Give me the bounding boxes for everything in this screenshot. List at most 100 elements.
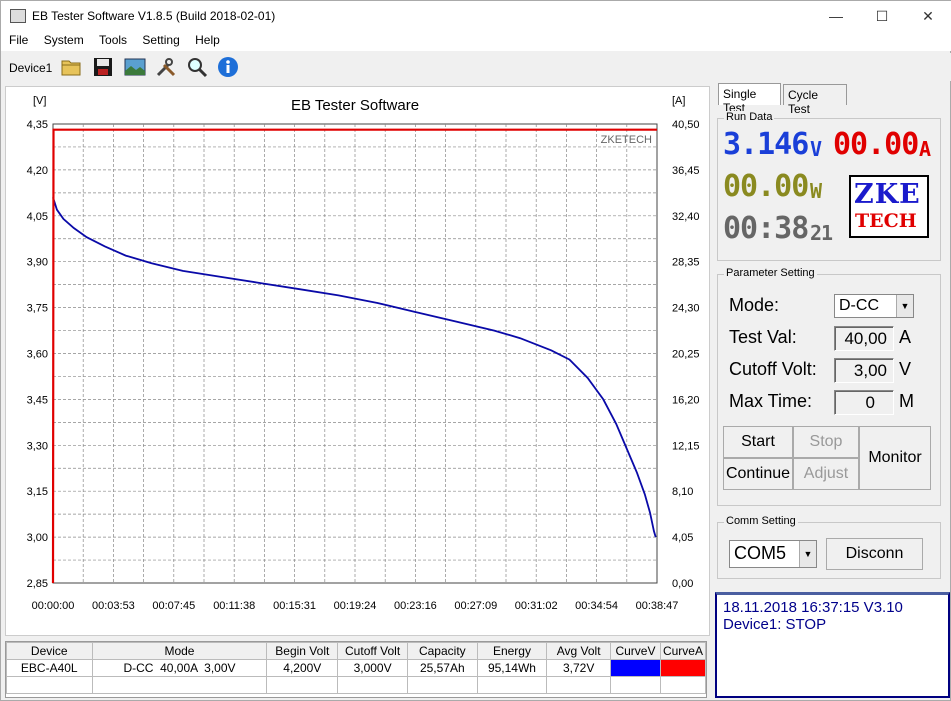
y-tick-label: 3,30 <box>27 440 48 452</box>
y-tick-label: 3,15 <box>27 486 48 498</box>
chevron-down-icon: ▼ <box>799 541 816 567</box>
table-row-empty <box>6 676 707 694</box>
info-icon[interactable] <box>216 55 240 79</box>
col-begin-volt: Begin Volt <box>266 642 339 660</box>
curve-a-swatch[interactable] <box>659 659 707 677</box>
menu-help[interactable]: Help <box>195 33 220 47</box>
curve-v-swatch[interactable] <box>610 659 661 677</box>
x-tick-label: 00:00:00 <box>32 600 75 612</box>
col-capacity: Capacity <box>407 642 478 660</box>
disconnect-button[interactable]: Disconn <box>826 538 923 570</box>
y2-tick-label: 20,25 <box>672 349 700 361</box>
cell-cutoff-volt: 3,000V <box>337 659 408 677</box>
y2-tick-label: 16,20 <box>672 394 700 406</box>
results-table: Device Mode Begin Volt Cutoff Volt Capac… <box>5 641 707 698</box>
status-device-state: Device1: STOP <box>723 616 827 633</box>
tab-single-test[interactable]: Single Test <box>718 83 781 115</box>
stop-button[interactable]: Stop <box>793 426 859 458</box>
y2-tick-label: 8,10 <box>672 486 693 498</box>
mode-select[interactable]: D-CC ▼ <box>834 294 914 318</box>
open-folder-icon[interactable] <box>59 55 83 79</box>
test-val-unit: A <box>899 327 912 347</box>
test-val-label: Test Val: <box>729 327 797 347</box>
window-title: EB Tester Software V1.8.5 (Build 2018-02… <box>32 9 276 23</box>
menu-setting[interactable]: Setting <box>142 33 180 47</box>
toolbar: Device1 <box>1 53 951 81</box>
picture-icon[interactable] <box>123 55 147 79</box>
current-unit: A <box>919 137 931 161</box>
cell-energy: 95,14Wh <box>476 659 548 677</box>
y2-tick-label: 4,05 <box>672 532 693 544</box>
monitor-button[interactable]: Monitor <box>859 426 931 490</box>
chevron-down-icon: ▼ <box>896 295 913 317</box>
y2-tick-label: 36,45 <box>672 165 700 177</box>
table-row[interactable]: EBC-A40L D-CC 40,00A 3,00V 4,200V 3,000V… <box>6 659 707 677</box>
control-panel: Single Test Cycle Test Run Data 3.146 V … <box>713 81 950 701</box>
menu-file[interactable]: File <box>9 33 29 47</box>
elapsed-seconds: 21 <box>810 221 833 245</box>
power-readout: 00.00 <box>723 169 809 204</box>
x-tick-label: 00:03:53 <box>92 600 135 612</box>
y2-tick-label: 0,00 <box>672 578 693 590</box>
chart-title: EB Tester Software <box>291 97 419 114</box>
title-bar: EB Tester Software V1.8.5 (Build 2018-02… <box>1 1 951 31</box>
menu-bar: File System Tools Setting Help <box>1 31 951 51</box>
tab-cycle-test[interactable]: Cycle Test <box>783 84 847 116</box>
device-label: Device1 <box>9 61 53 75</box>
menu-system[interactable]: System <box>43 33 84 47</box>
power-unit: W <box>810 179 822 203</box>
y-tick-label: 3,75 <box>27 303 48 315</box>
minimize-button[interactable]: — <box>829 8 843 24</box>
cell-avg-volt: 3,72V <box>546 659 612 677</box>
cutoff-volt-unit: V <box>899 359 912 379</box>
col-avg-volt: Avg Volt <box>546 642 612 660</box>
y2-tick-label: 32,40 <box>672 211 700 223</box>
y-axis-label: [V] <box>33 95 46 107</box>
col-curve-v: CurveV <box>610 642 661 660</box>
comm-setting-title: Comm Setting <box>724 515 798 527</box>
max-time-unit: M <box>899 391 914 411</box>
cutoff-volt-label: Cutoff Volt: <box>729 359 817 379</box>
voltage-readout: 3.146 <box>723 127 809 162</box>
save-icon[interactable] <box>91 55 115 79</box>
y-tick-label: 3,45 <box>27 394 48 406</box>
max-time-label: Max Time: <box>729 391 813 411</box>
x-tick-label: 00:15:31 <box>273 600 316 612</box>
maximize-button[interactable]: ☐ <box>875 7 889 24</box>
close-button[interactable]: ✕ <box>922 7 934 24</box>
tools-icon[interactable] <box>154 55 178 79</box>
chart-watermark: ZKETECH <box>601 134 652 146</box>
cell-device: EBC-A40L <box>6 659 93 677</box>
continue-button[interactable]: Continue <box>723 458 793 490</box>
run-data-title: Run Data <box>724 111 775 123</box>
y-tick-label: 4,20 <box>27 165 48 177</box>
max-time-input[interactable]: 0 <box>834 390 894 415</box>
zoom-icon[interactable] <box>185 55 209 79</box>
start-button[interactable]: Start <box>723 426 793 458</box>
col-curve-a: CurveA <box>659 642 707 660</box>
cell-begin-volt: 4,200V <box>266 659 339 677</box>
col-cutoff-volt: Cutoff Volt <box>337 642 408 660</box>
col-device: Device <box>6 642 93 660</box>
x-tick-label: 00:07:45 <box>152 600 195 612</box>
table-header-row: Device Mode Begin Volt Cutoff Volt Capac… <box>6 642 707 660</box>
elapsed-time: 00:38 <box>723 211 809 246</box>
y2-tick-label: 24,30 <box>672 303 700 315</box>
y-tick-label: 2,85 <box>27 578 48 590</box>
zketech-logo: ZKE TECH <box>849 175 929 238</box>
y2-tick-label: 28,35 <box>672 257 700 269</box>
x-tick-label: 00:31:02 <box>515 600 558 612</box>
current-readout: 00.00 <box>833 127 919 162</box>
menu-tools[interactable]: Tools <box>99 33 128 47</box>
app-icon <box>10 9 26 23</box>
cutoff-volt-input[interactable]: 3,00 <box>834 358 894 383</box>
y2-tick-label: 12,15 <box>672 440 700 452</box>
y-tick-label: 4,05 <box>27 211 48 223</box>
chart-panel: 4,35 4,20 4,05 3,90 3,75 3,60 3,45 3,30 3,15 3,00… <box>5 86 710 636</box>
current-series-line <box>51 128 657 584</box>
test-val-input[interactable]: 40,00 <box>834 326 894 351</box>
port-select[interactable]: COM5 ▼ <box>729 540 817 568</box>
x-tick-label: 00:38:47 <box>636 600 679 612</box>
adjust-button[interactable]: Adjust <box>793 458 859 490</box>
